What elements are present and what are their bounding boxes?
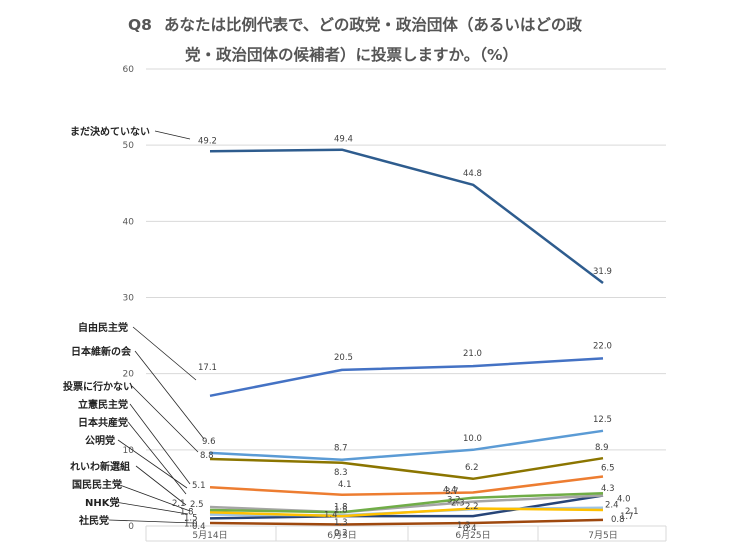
data-label: 3.2	[447, 496, 461, 506]
data-label: 2.5	[190, 500, 204, 510]
series-line	[209, 494, 604, 514]
x-tick-label: 7月5日	[588, 530, 617, 541]
data-label: 5.1	[192, 481, 206, 491]
legend-label: 投票に行かない	[63, 380, 133, 393]
legend-leader-line	[117, 439, 188, 489]
data-label: 1.8	[334, 505, 348, 515]
data-label: 44.8	[463, 169, 482, 179]
legend-leader-lines	[108, 130, 205, 524]
data-label: 12.5	[593, 415, 612, 425]
legend-leader-line	[131, 385, 199, 453]
data-label: 6.5	[601, 463, 615, 473]
legend-leader-line	[114, 501, 189, 515]
data-label: 0.4	[463, 524, 477, 534]
data-label: 2.2	[465, 502, 479, 512]
data-label: 1.4	[324, 510, 338, 520]
legend-leader-line	[132, 326, 197, 381]
data-label: 49.2	[198, 136, 217, 146]
data-label: 1.8	[180, 507, 194, 517]
y-tick-label: 20	[123, 370, 135, 380]
data-label: 1.3	[457, 521, 471, 531]
legend-leader-line	[116, 483, 191, 512]
legend-leader-line	[108, 519, 195, 524]
legend-label: 日本共産党	[78, 416, 128, 429]
series-line	[209, 148, 604, 284]
legend-label: 日本維新の会	[71, 345, 131, 358]
data-label: 17.1	[198, 363, 217, 373]
y-tick-label: 0	[128, 522, 134, 532]
data-label: 8.9	[595, 443, 609, 453]
chart-title-line-1: あなたは比例代表で、どの政党・政治団体（あるいはどの政	[164, 15, 582, 34]
x-axis: 5月14日 6月3日 6月25日 7月5日	[145, 526, 667, 542]
chart-title-line-2: 党・政治団体の候補者）に投票しますか。（%）	[185, 45, 518, 64]
legend-label: 自由民主党	[78, 321, 128, 334]
x-tick-label: 5月14日	[192, 530, 227, 541]
data-label: 1.7	[620, 512, 634, 522]
data-label: 20.5	[334, 353, 353, 363]
y-tick-label: 30	[123, 294, 135, 304]
x-tick-label: 6月25日	[455, 530, 490, 541]
gridlines	[146, 68, 666, 527]
data-label: 9.6	[202, 437, 216, 447]
data-label: 4.4	[443, 485, 457, 495]
data-label: 4.0	[617, 495, 631, 505]
legend-leader-line	[134, 350, 205, 440]
legend-label: れいわ新選組	[70, 460, 130, 473]
y-tick-label: 40	[123, 217, 135, 227]
data-label: 31.9	[593, 267, 612, 277]
y-tick-label: 60	[123, 65, 135, 75]
legend-leader-line	[135, 465, 187, 506]
legend-label: まだ決めていない	[70, 125, 150, 138]
data-labels: 49.2 49.4 44.8 31.9 17.1 20.5 21.0 22.0 9.6 8.7 10…	[172, 135, 639, 539]
series-line	[209, 475, 604, 497]
legend-leader-line	[127, 421, 187, 495]
data-label: 2.1	[625, 507, 639, 517]
data-label: 0.2	[334, 528, 348, 538]
series-line	[209, 491, 604, 514]
legend: まだ決めていない自由民主党日本維新の会投票に行かない立憲民主党日本共産党公明党れ…	[63, 125, 150, 527]
data-label: 2.1	[172, 499, 186, 509]
data-label: 8.8	[200, 451, 214, 461]
chart-title-prefix: Q8	[128, 16, 152, 34]
series-line	[209, 518, 604, 526]
data-label: 10.0	[463, 434, 482, 444]
legend-label: NHK党	[85, 496, 120, 509]
data-label: 0.8	[611, 515, 625, 525]
x-tick-label: 6月3日	[327, 530, 356, 541]
series-line	[209, 357, 604, 398]
data-label: 3.7	[445, 487, 459, 497]
data-label: 1.0	[184, 519, 198, 529]
data-label: 4.3	[601, 484, 615, 494]
legend-label: 立憲民主党	[78, 398, 128, 411]
data-label: 1.3	[334, 518, 348, 528]
data-label: 2.3	[451, 498, 465, 508]
y-axis: 0 10 20 30 40 50 60	[123, 65, 135, 532]
series-line	[209, 429, 604, 461]
y-tick-label: 10	[123, 446, 135, 456]
series-line	[209, 494, 604, 520]
data-label: 6.2	[465, 463, 479, 473]
data-label: 8.7	[334, 444, 348, 454]
series-lines	[209, 148, 604, 526]
data-label: 8.3	[334, 468, 348, 478]
legend-leader-line	[129, 403, 191, 485]
data-label: 1.5	[184, 514, 198, 524]
legend-label: 国民民主党	[72, 478, 122, 491]
data-label: 1.8	[334, 502, 348, 512]
series-line	[209, 456, 604, 481]
data-label: 49.4	[334, 135, 353, 145]
data-label: 2.4	[605, 501, 619, 511]
data-label: 21.0	[463, 349, 482, 359]
legend-label: 公明党	[85, 434, 115, 447]
series-line	[209, 507, 604, 518]
data-label: 0.4	[192, 522, 206, 532]
y-tick-label: 50	[123, 141, 135, 151]
legend-leader-line	[154, 130, 191, 140]
data-label: 22.0	[593, 341, 612, 351]
data-label: 4.1	[338, 480, 352, 490]
legend-label: 社民党	[78, 514, 109, 527]
